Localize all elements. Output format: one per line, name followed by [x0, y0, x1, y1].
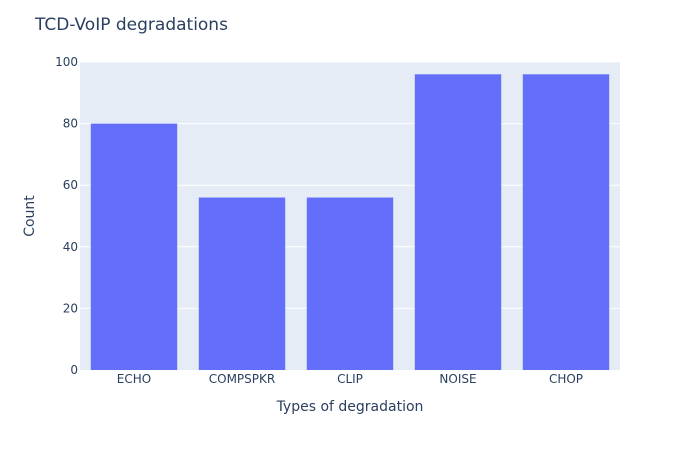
bar-echo[interactable]: [90, 123, 178, 370]
y-tick-label: 0: [70, 363, 78, 377]
bar-noise[interactable]: [414, 74, 502, 370]
bars: [90, 74, 610, 370]
y-tick-label: 40: [63, 240, 78, 254]
y-tick-label: 80: [63, 117, 78, 131]
x-tick-label: CLIP: [337, 372, 363, 386]
y-tick-labels: 0 20 40 60 80 100: [55, 55, 78, 377]
x-tick-label: COMPSPKR: [209, 372, 275, 386]
bar-clip[interactable]: [306, 197, 394, 370]
y-tick-label: 20: [63, 301, 78, 315]
chart-title: TCD-VoIP degradations: [34, 15, 228, 35]
y-axis-title: Count: [22, 195, 38, 237]
y-tick-label: 100: [55, 55, 78, 69]
x-tick-label: NOISE: [439, 372, 476, 386]
x-tick-label: CHOP: [549, 372, 583, 386]
bar-compspkr[interactable]: [198, 197, 286, 370]
x-axis-title: Types of degradation: [276, 399, 424, 415]
bar-chop[interactable]: [522, 74, 610, 370]
x-tick-label: ECHO: [117, 372, 151, 386]
x-tick-labels: ECHO COMPSPKR CLIP NOISE CHOP: [117, 372, 583, 386]
y-tick-label: 60: [63, 178, 78, 192]
